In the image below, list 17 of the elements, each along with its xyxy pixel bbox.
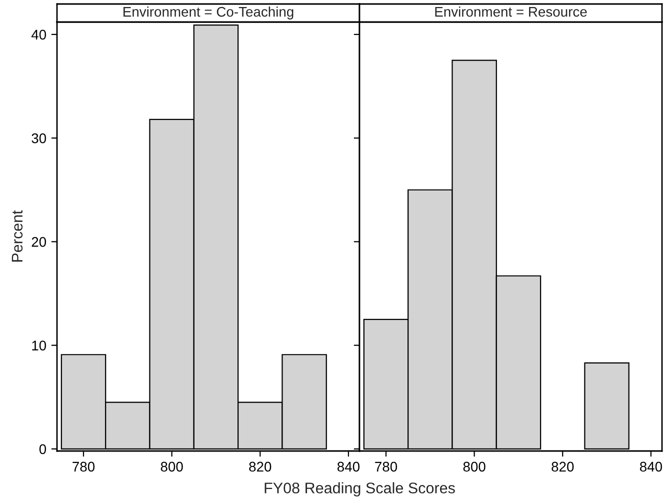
- y-axis-title: Percent: [12, 210, 23, 262]
- x-tick-label: 780: [72, 462, 95, 472]
- y-tick-label: 20: [32, 237, 46, 247]
- x-tick-label: 820: [249, 462, 272, 472]
- x-tick-label: 780: [375, 462, 398, 472]
- y-tick-label: 0: [39, 444, 46, 454]
- chart-title: Environment = Co-Teaching: [124, 6, 294, 20]
- x-tick-label: 820: [552, 462, 574, 472]
- y-tick-label: 10: [32, 340, 46, 350]
- x-tick-label: 800: [463, 462, 486, 472]
- x-tick-label: 840: [337, 462, 360, 472]
- chart-title: Environment = Resource: [435, 6, 587, 17]
- x-tick-label: 800: [160, 462, 183, 472]
- x-tick-label: 840: [640, 462, 662, 472]
- x-axis-title: FY08 Reading Scale Scores: [264, 482, 455, 496]
- y-tick-label: 30: [32, 133, 46, 144]
- y-tick-label: 40: [31, 30, 46, 40]
